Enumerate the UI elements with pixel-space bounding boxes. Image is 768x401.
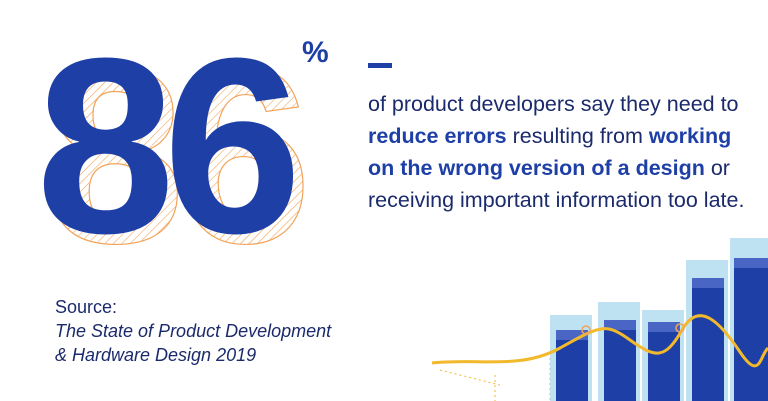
description-text-1: of product developers say they need to — [368, 92, 739, 116]
bar-2 — [598, 302, 640, 401]
bar-4 — [686, 260, 728, 401]
guide-line — [439, 369, 501, 386]
statistic-number: 86 — [36, 6, 293, 280]
percent-sign: % — [302, 36, 329, 69]
description-text-2: resulting from — [506, 124, 649, 148]
statistic-graphic: 86 86 — [36, 6, 316, 280]
trend-marker — [581, 325, 591, 335]
statistic-description: of product developers say they need to r… — [368, 88, 758, 216]
description-bold-2: working on the wrong version of a design — [368, 124, 732, 180]
description-bold-1: reduce errors — [368, 124, 507, 148]
source-title-line-1: The State of Product Development — [55, 321, 332, 341]
trend-marker — [675, 323, 685, 333]
bar-5 — [730, 238, 768, 401]
bar-3 — [642, 310, 684, 401]
source-label: Source: — [55, 297, 118, 317]
source-citation: Source: The State of Product Development… — [55, 295, 331, 367]
accent-dash — [368, 63, 392, 68]
bar-chart-illustration — [431, 238, 768, 401]
description-text-3: or receiving important information too l… — [368, 156, 745, 212]
headline-statistic: 86 86 % — [0, 0, 360, 280]
statistic-number-shadow: 86 — [46, 16, 303, 280]
source-title-line-2: & Hardware Design 2019 — [55, 345, 257, 365]
bar-1 — [550, 315, 592, 401]
trend-line — [431, 314, 768, 368]
